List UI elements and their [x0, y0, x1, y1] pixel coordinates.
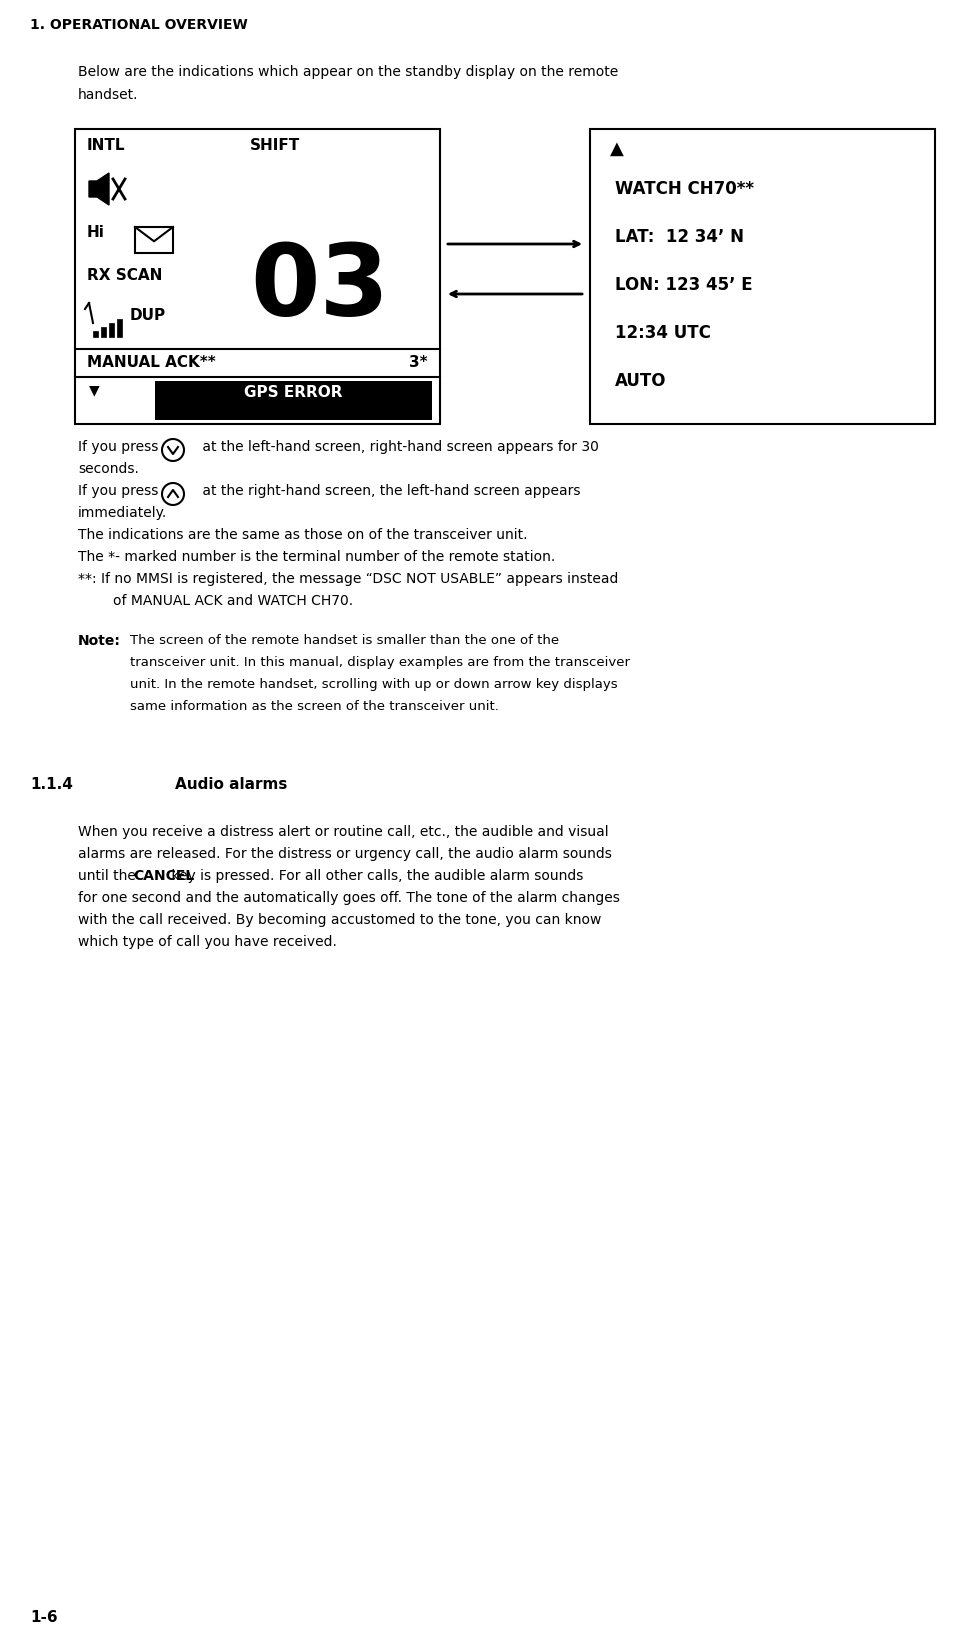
Text: for one second and the automatically goes off. The tone of the alarm changes: for one second and the automatically goe…	[78, 891, 620, 904]
Text: Audio alarms: Audio alarms	[175, 777, 288, 792]
Text: LON: 123 45’ E: LON: 123 45’ E	[615, 276, 753, 294]
Text: transceiver unit. In this manual, display examples are from the transceiver: transceiver unit. In this manual, displa…	[130, 654, 630, 667]
Text: same information as the screen of the transceiver unit.: same information as the screen of the tr…	[130, 698, 499, 712]
Text: with the call received. By becoming accustomed to the tone, you can know: with the call received. By becoming accu…	[78, 912, 602, 927]
Text: SHIFT: SHIFT	[250, 139, 300, 153]
Bar	[155, 382, 432, 421]
Text: MANUAL ACK**: MANUAL ACK**	[87, 354, 216, 370]
Text: RX SCAN: RX SCAN	[87, 268, 163, 282]
Text: The indications are the same as those on of the transceiver unit.: The indications are the same as those on…	[78, 527, 527, 542]
Text: The screen of the remote handset is smaller than the one of the: The screen of the remote handset is smal…	[130, 633, 559, 646]
Text: 1.1.4: 1.1.4	[30, 777, 73, 792]
Text: Below are the indications which appear on the standby display on the remote: Below are the indications which appear o…	[78, 65, 618, 78]
Text: immediately.: immediately.	[78, 506, 168, 519]
Text: DUP: DUP	[130, 308, 166, 323]
Text: handset.: handset.	[78, 88, 139, 101]
Text: **: If no MMSI is registered, the message “DSC NOT USABLE” appears instead: **: If no MMSI is registered, the messag…	[78, 571, 618, 586]
Text: GPS ERROR: GPS ERROR	[244, 385, 343, 400]
Text: 12:34 UTC: 12:34 UTC	[615, 323, 711, 341]
Text: seconds.: seconds.	[78, 462, 139, 475]
Text: until the: until the	[78, 868, 141, 883]
Text: 1-6: 1-6	[30, 1609, 57, 1624]
Text: 03: 03	[250, 240, 390, 336]
Text: If you press: If you press	[78, 483, 163, 498]
Bar	[93, 331, 98, 338]
Bar	[135, 228, 173, 255]
Text: alarms are released. For the distress or urgency call, the audio alarm sounds: alarms are released. For the distress or…	[78, 847, 611, 860]
Bar	[590, 131, 935, 424]
Bar	[101, 328, 106, 338]
Polygon shape	[89, 175, 109, 206]
Bar	[117, 320, 122, 338]
Text: 3*: 3*	[409, 354, 428, 370]
Text: Note:: Note:	[78, 633, 121, 648]
Text: ▼: ▼	[89, 384, 100, 397]
Text: Hi: Hi	[87, 225, 105, 240]
Text: at the right-hand screen, the left-hand screen appears: at the right-hand screen, the left-hand …	[198, 483, 580, 498]
Text: The *- marked number is the terminal number of the remote station.: The *- marked number is the terminal num…	[78, 550, 555, 563]
Text: AUTO: AUTO	[615, 372, 667, 390]
Text: If you press: If you press	[78, 439, 163, 454]
Text: at the left-hand screen, right-hand screen appears for 30: at the left-hand screen, right-hand scre…	[198, 439, 599, 454]
Text: 1. OPERATIONAL OVERVIEW: 1. OPERATIONAL OVERVIEW	[30, 18, 248, 33]
Text: ▲: ▲	[610, 140, 624, 158]
Text: which type of call you have received.: which type of call you have received.	[78, 935, 337, 948]
Text: LAT:  12 34’ N: LAT: 12 34’ N	[615, 228, 744, 246]
Text: When you receive a distress alert or routine call, etc., the audible and visual: When you receive a distress alert or rou…	[78, 824, 609, 839]
Text: INTL: INTL	[87, 139, 126, 153]
Bar	[75, 131, 440, 424]
Text: of MANUAL ACK and WATCH CH70.: of MANUAL ACK and WATCH CH70.	[113, 594, 353, 607]
Text: CANCEL: CANCEL	[134, 868, 195, 883]
Bar	[109, 323, 114, 338]
Text: key is pressed. For all other calls, the audible alarm sounds: key is pressed. For all other calls, the…	[167, 868, 583, 883]
Text: WATCH CH70**: WATCH CH70**	[615, 180, 754, 197]
Text: unit. In the remote handset, scrolling with up or down arrow key displays: unit. In the remote handset, scrolling w…	[130, 677, 617, 690]
